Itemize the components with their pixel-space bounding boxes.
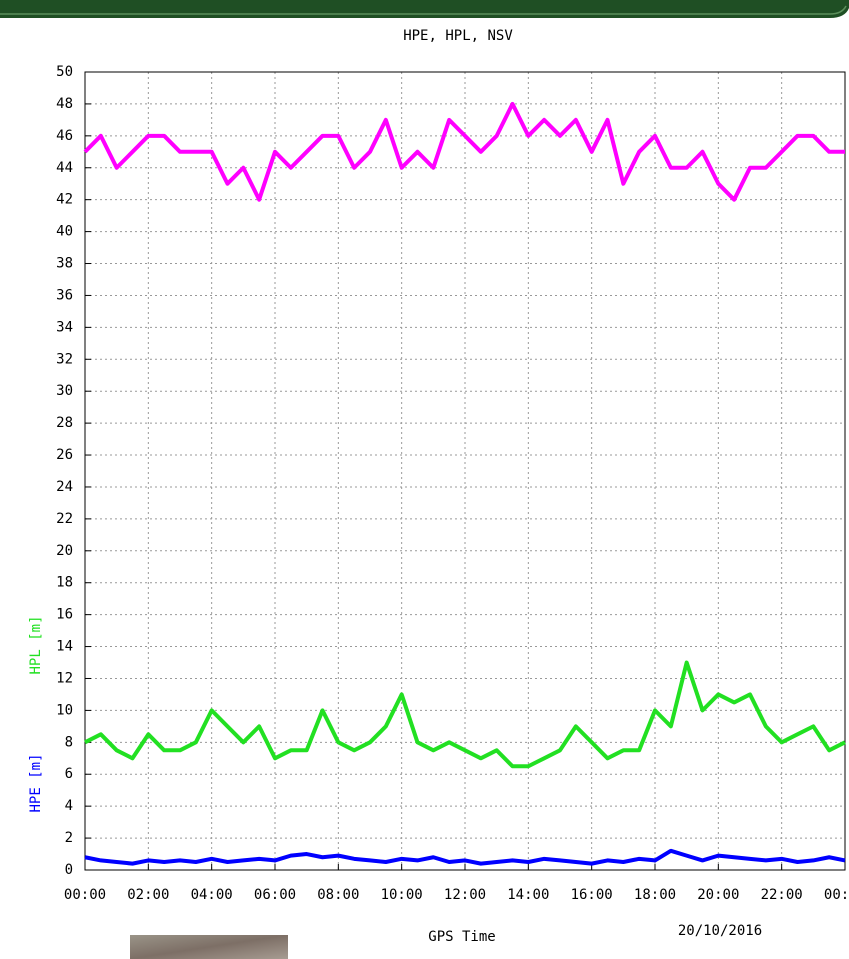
y-tick-label: 32 (56, 351, 73, 367)
x-tick-label: 18:00 (634, 887, 676, 903)
y-tick-label: 22 (56, 511, 73, 527)
y-tick-label: 20 (56, 543, 73, 559)
y-tick-label: 10 (56, 702, 73, 718)
y-axis-label: HPL [m] (28, 615, 44, 674)
chart-title: HPE, HPL, NSV (403, 28, 513, 44)
y-tick-label: 8 (65, 734, 73, 750)
y-tick-label: 28 (56, 415, 73, 431)
x-tick-label: 00:00 (824, 887, 849, 903)
series-line (84, 660, 846, 769)
y-tick-label: 40 (56, 224, 73, 240)
plot-frame (84, 71, 846, 871)
y-tick-label: 36 (56, 287, 73, 303)
y-tick-label: 4 (65, 798, 73, 814)
y-tick-label: 34 (56, 319, 73, 335)
y-axis-label: HPE [m] (28, 753, 44, 812)
y-tick-label: 14 (56, 639, 73, 655)
x-tick-label: 10:00 (381, 887, 423, 903)
series-line (83, 101, 845, 202)
y-tick-label: 38 (56, 256, 73, 272)
y-tick-label: 30 (56, 383, 73, 399)
y-tick-label: 48 (56, 96, 73, 112)
y-tick-label: 0 (65, 862, 73, 878)
photo-strip (130, 935, 288, 959)
x-tick-label: 02:00 (127, 887, 169, 903)
y-tick-label: 26 (56, 447, 73, 463)
y-tick-label: 12 (56, 670, 73, 686)
series-line (84, 848, 846, 866)
date-label: 20/10/2016 (678, 923, 762, 939)
x-tick-label: 14:00 (507, 887, 549, 903)
x-tick-label: 12:00 (444, 887, 486, 903)
y-tick-label: 18 (56, 575, 73, 591)
y-tick-label: 6 (65, 766, 73, 782)
y-tick-label: 16 (56, 607, 73, 623)
x-tick-label: 08:00 (317, 887, 359, 903)
x-tick-label: 20:00 (697, 887, 739, 903)
x-tick-label: 16:00 (571, 887, 613, 903)
y-tick-label: 50 (56, 64, 73, 80)
y-tick-label: 46 (56, 128, 73, 144)
x-tick-label: 06:00 (254, 887, 296, 903)
y-tick-label: 2 (65, 830, 73, 846)
header-bar (0, 0, 849, 18)
y-tick-label: 42 (56, 192, 73, 208)
y-tick-label: 24 (56, 479, 73, 495)
x-axis-label: GPS Time (428, 929, 495, 945)
x-tick-label: 22:00 (761, 887, 803, 903)
x-tick-label: 00:00 (64, 887, 106, 903)
y-tick-label: 44 (56, 160, 73, 176)
x-tick-label: 04:00 (191, 887, 233, 903)
header-edge (0, 5, 847, 15)
